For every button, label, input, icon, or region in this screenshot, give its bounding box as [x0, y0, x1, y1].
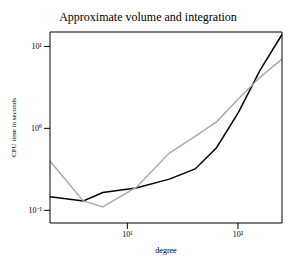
html-text:Approximate volume and integra: Approximate volume and integration — [59, 10, 237, 24]
svg-text:10¹: 10¹ — [32, 42, 43, 51]
svg-text:10⁰: 10⁰ — [31, 124, 42, 133]
svg-text:degree: degree — [155, 246, 177, 255]
svg-text:10²: 10² — [233, 230, 244, 239]
svg-text:CPU time in seconds: CPU time in seconds — [10, 98, 18, 157]
svg-text:10⁻¹: 10⁻¹ — [29, 206, 43, 215]
svg-text:10¹: 10¹ — [122, 230, 133, 239]
